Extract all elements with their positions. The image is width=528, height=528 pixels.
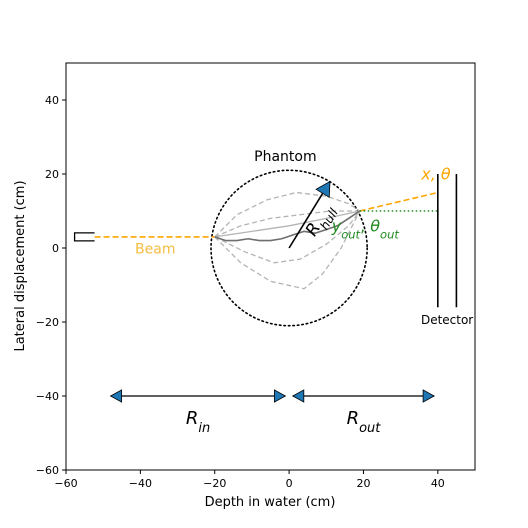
exit-position-label: x, θ bbox=[420, 165, 451, 184]
x-tick-label: 40 bbox=[431, 477, 445, 490]
range-arrowhead bbox=[273, 389, 287, 403]
y-tick-label: −60 bbox=[36, 464, 59, 477]
data-layer bbox=[73, 169, 458, 403]
y-tick-label: −20 bbox=[36, 316, 59, 329]
y-tick-label: 0 bbox=[52, 242, 59, 255]
proton-path bbox=[214, 210, 361, 242]
detector-label: Detector bbox=[421, 313, 473, 327]
beam-label: Beam bbox=[135, 242, 175, 258]
range-arrowhead bbox=[291, 389, 305, 403]
x-tick-label: 0 bbox=[286, 477, 293, 490]
proton-path bbox=[214, 210, 361, 290]
range-arrowhead bbox=[109, 389, 123, 403]
plot-frame bbox=[65, 62, 476, 471]
x-tick-label: 20 bbox=[356, 477, 370, 490]
range-label: Rout bbox=[347, 408, 382, 436]
x-tick-label: −40 bbox=[129, 477, 152, 490]
x-tick-label: −60 bbox=[54, 477, 77, 490]
hull-arrowhead bbox=[315, 180, 331, 199]
phantom-circle bbox=[210, 169, 368, 327]
y-tick-label: 20 bbox=[45, 168, 59, 181]
x-axis-label: Depth in water (cm) bbox=[205, 495, 336, 510]
proton-path bbox=[214, 210, 361, 264]
phantom-label: Phantom bbox=[254, 149, 316, 165]
exit-direction-line bbox=[359, 191, 439, 212]
plot-area bbox=[66, 63, 475, 470]
proton-path bbox=[214, 191, 361, 238]
exit-fit-label: yout, θout bbox=[331, 216, 400, 241]
hull-arrow-line bbox=[288, 189, 326, 249]
range-label: Rin bbox=[186, 408, 210, 436]
x-tick-label: −20 bbox=[203, 477, 226, 490]
y-tick-label: 40 bbox=[45, 94, 59, 107]
proton-path bbox=[214, 210, 360, 238]
beam-source bbox=[73, 232, 95, 242]
y-axis-label: Lateral displacement (cm) bbox=[13, 180, 28, 351]
proton-path bbox=[214, 210, 360, 238]
y-axis-ticks: −60 −40 −20 0 20 40 bbox=[36, 94, 66, 477]
x-axis-ticks: −60 −40 −20 0 20 40 bbox=[54, 470, 445, 490]
range-arrowhead bbox=[422, 389, 435, 403]
y-tick-label: −40 bbox=[36, 390, 59, 403]
